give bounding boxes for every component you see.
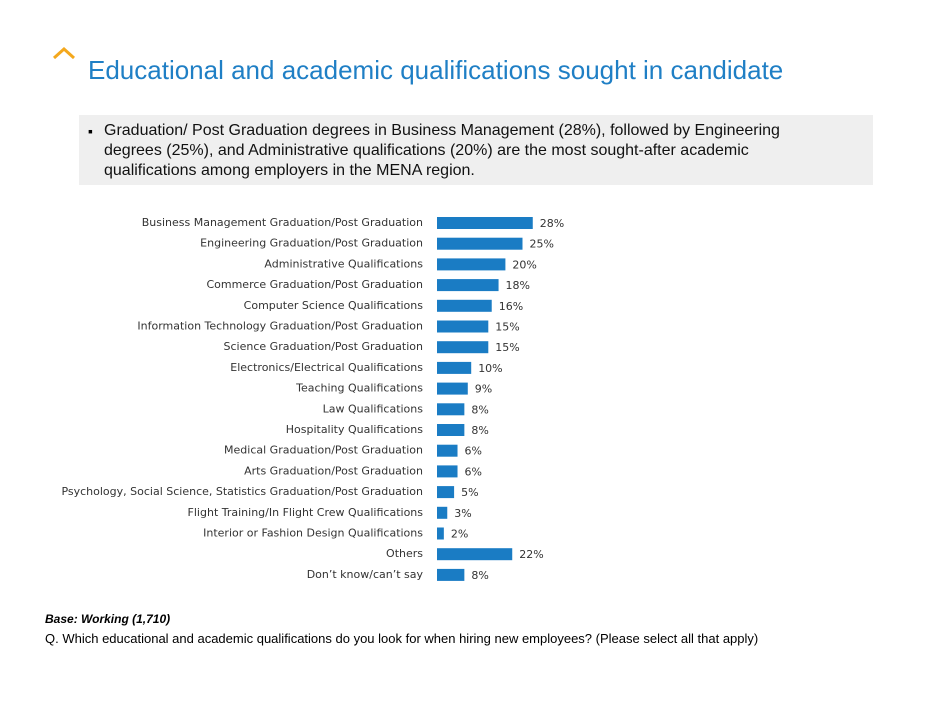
value-label: 10% <box>478 362 502 375</box>
value-label: 2% <box>451 528 468 541</box>
bar <box>437 279 499 292</box>
value-label: 5% <box>461 486 478 499</box>
category-label: Administrative Qualifications <box>264 257 423 270</box>
value-label: 9% <box>475 383 492 396</box>
bar <box>437 258 506 271</box>
value-label: 8% <box>471 424 488 437</box>
value-label: 8% <box>471 569 488 582</box>
category-label: Arts Graduation/Post Graduation <box>244 464 423 477</box>
category-label: Commerce Graduation/Post Graduation <box>206 278 423 291</box>
category-label: Teaching Qualifications <box>295 382 423 395</box>
category-label: Law Qualifications <box>323 402 424 415</box>
value-label: 18% <box>506 279 530 292</box>
bullet-icon: ▪ <box>88 123 93 139</box>
category-label: Flight Training/In Flight Crew Qualifica… <box>188 506 424 519</box>
caret-icon <box>52 46 76 60</box>
category-label: Interior or Fashion Design Qualification… <box>203 527 423 540</box>
bar <box>437 361 472 374</box>
category-label: Information Technology Graduation/Post G… <box>137 320 423 333</box>
summary-text: Graduation/ Post Graduation degrees in B… <box>104 122 780 179</box>
category-label: Business Management Graduation/Post Grad… <box>142 216 423 229</box>
category-label: Engineering Graduation/Post Graduation <box>200 237 423 250</box>
value-label: 16% <box>499 300 523 313</box>
category-label: Science Graduation/Post Graduation <box>224 340 423 353</box>
value-label: 6% <box>465 445 482 458</box>
category-label: Hospitality Qualifications <box>286 423 424 436</box>
bar <box>437 237 523 250</box>
summary-box <box>79 115 873 185</box>
category-label: Others <box>386 547 423 560</box>
bar <box>437 403 465 416</box>
bar <box>437 424 465 436</box>
value-label: 3% <box>454 507 471 520</box>
bar <box>437 568 465 581</box>
bar <box>437 527 444 540</box>
category-label: Medical Graduation/Post Graduation <box>224 444 423 457</box>
category-label: Psychology, Social Science, Statistics G… <box>61 485 423 498</box>
bar <box>437 217 533 229</box>
bar <box>437 341 489 354</box>
bar <box>437 320 489 333</box>
bar <box>437 506 448 519</box>
base-note: Base: Working (1,710) <box>45 612 171 626</box>
value-label: 15% <box>495 321 519 334</box>
bar <box>437 299 492 312</box>
bar <box>437 548 513 561</box>
value-label: 15% <box>495 341 519 354</box>
value-label: 6% <box>465 465 482 478</box>
value-label: 25% <box>530 238 554 251</box>
bar <box>437 382 468 395</box>
value-label: 22% <box>519 548 543 561</box>
bar <box>437 486 455 499</box>
value-label: 28% <box>540 217 564 230</box>
bar <box>437 465 458 478</box>
bar <box>437 444 458 457</box>
category-label: Don’t know/can’t say <box>307 568 424 581</box>
question-note: Q. Which educational and academic qualif… <box>45 631 759 646</box>
value-label: 20% <box>512 258 536 271</box>
value-label: 8% <box>471 403 488 416</box>
category-label: Electronics/Electrical Qualifications <box>230 361 423 374</box>
category-label: Computer Science Qualifications <box>244 299 424 312</box>
slide-title: Educational and academic qualifications … <box>88 55 784 85</box>
